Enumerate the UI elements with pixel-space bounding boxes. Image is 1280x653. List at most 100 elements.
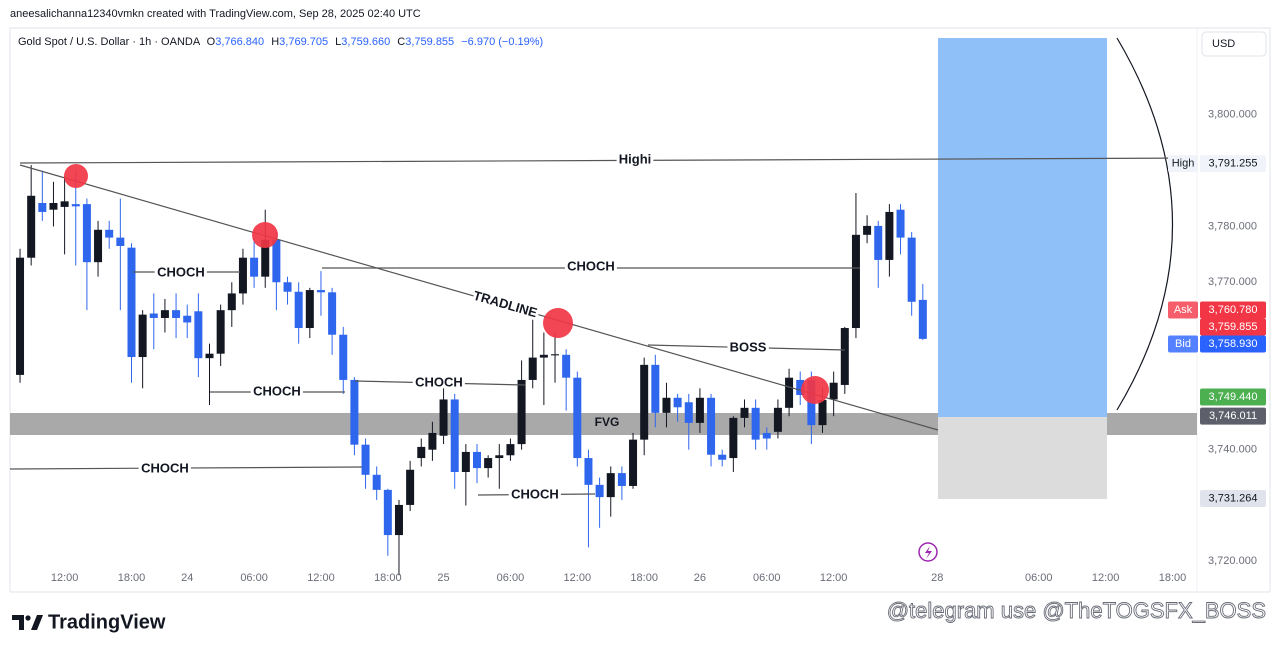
x-tick-label: 18:00 [374, 572, 402, 584]
y-tick-label: 3,780.000 [1208, 220, 1257, 232]
x-tick-label: 12:00 [820, 572, 848, 584]
y-tick-label: 3,740.000 [1208, 444, 1257, 456]
candle-body [417, 446, 426, 459]
x-tick-label: 25 [437, 572, 449, 584]
ohlc-value: 3,766.840 [215, 36, 264, 48]
candle-body [785, 377, 794, 408]
ohlc-key: H [271, 36, 279, 48]
ohlc-value: 3,759.660 [341, 36, 390, 48]
candle-body [27, 195, 36, 258]
candle-body [461, 451, 470, 473]
candle-body [16, 257, 25, 375]
candle-body [361, 444, 370, 475]
symbol: Gold Spot / U.S. Dollar · 1h · OANDA [18, 36, 201, 48]
candle-body [707, 397, 716, 455]
x-tick-label: 18:00 [1159, 572, 1187, 584]
candle-body [294, 291, 303, 329]
candle-body [863, 225, 872, 235]
candle-body [762, 432, 771, 439]
swing-markers [64, 164, 829, 404]
candle-body [874, 225, 883, 260]
candle-body [818, 400, 827, 426]
change: −6.970 (−0.19%) [461, 36, 543, 48]
candle-body [472, 451, 481, 469]
candle-body [105, 229, 114, 238]
candle-body [227, 293, 236, 311]
candle-body [450, 399, 459, 473]
candle-body [272, 239, 281, 283]
swing-marker [543, 308, 573, 338]
price-label-bg [1200, 155, 1266, 173]
candle-body [316, 290, 325, 293]
candle-body [394, 504, 403, 536]
candle-body [562, 354, 571, 378]
x-tick-label: 12:00 [307, 572, 335, 584]
choch-label: CHOCH [511, 486, 559, 501]
legend-line: Gold Spot / U.S. Dollar · 1h · OANDA O3,… [18, 36, 543, 48]
candle-body [372, 474, 381, 490]
high-label: Highi [619, 151, 652, 166]
candle-body [305, 290, 314, 329]
swing-marker [801, 376, 829, 404]
price-label: 3,746.011 [1209, 410, 1257, 422]
price-label-bg [1200, 318, 1266, 336]
candle-body [484, 458, 493, 469]
choch-label: CHOCH [141, 460, 189, 475]
currency-button[interactable] [1201, 31, 1267, 57]
candle-body [584, 458, 593, 485]
price-label-bg [1200, 407, 1266, 425]
candle-body [339, 334, 348, 380]
price-label-name: Ask [1174, 304, 1193, 316]
choch-label: CHOCH [253, 383, 301, 398]
candle-body [71, 204, 80, 207]
candle-body [149, 313, 158, 318]
high-line [19, 157, 1198, 164]
currency[interactable]: USD [1212, 38, 1235, 50]
swing-marker [252, 222, 278, 248]
candle-body [495, 455, 504, 459]
candle-body [439, 399, 448, 436]
price-label-name-bg [1168, 155, 1198, 173]
candle-body [406, 469, 415, 505]
price-label: 3,760.780 [1209, 304, 1258, 316]
stop-zone [938, 417, 1107, 499]
candle-body [328, 292, 337, 335]
price-label: 3,791.255 [1209, 158, 1258, 170]
price-label-name: High [1172, 158, 1195, 170]
price-label: 3,759.855 [1209, 321, 1258, 333]
candle-body [183, 315, 192, 323]
candle-body [684, 402, 693, 423]
candle-body [216, 310, 225, 354]
x-tick-label: 18:00 [118, 572, 146, 584]
x-tick-label: 06:00 [240, 572, 268, 584]
candle-body [840, 328, 849, 385]
candle-body [383, 489, 392, 536]
credit: aneesalichanna12340vmkn created with Tra… [10, 8, 421, 20]
candle-body [729, 417, 738, 459]
x-tick-label: 12:00 [51, 572, 79, 584]
event-icon [918, 542, 938, 562]
price-label-name-bg [1168, 335, 1198, 353]
candle-body [740, 407, 749, 418]
candle-body [261, 239, 270, 277]
candle-body [350, 379, 359, 445]
candle-body [718, 454, 727, 460]
price-label-bg [1200, 301, 1266, 319]
price-label-name-bg [1168, 301, 1198, 319]
candle-body [116, 237, 125, 246]
ohlc-key: C [397, 36, 405, 48]
candle-body [283, 282, 292, 292]
candle-body [49, 203, 58, 210]
trendline [19, 164, 939, 431]
candle-body [94, 229, 103, 263]
fvg-label: FVG [595, 415, 620, 429]
candle-body [796, 379, 805, 395]
price-label: 3,731.264 [1209, 492, 1258, 504]
price-label-bg [1200, 388, 1266, 406]
candle-body [751, 407, 760, 440]
y-tick-label: 3,770.000 [1208, 276, 1257, 288]
candle-body [885, 211, 894, 260]
candle-body [629, 439, 638, 486]
price-label-bg [1200, 335, 1266, 353]
price-label: 3,749.440 [1209, 391, 1258, 403]
